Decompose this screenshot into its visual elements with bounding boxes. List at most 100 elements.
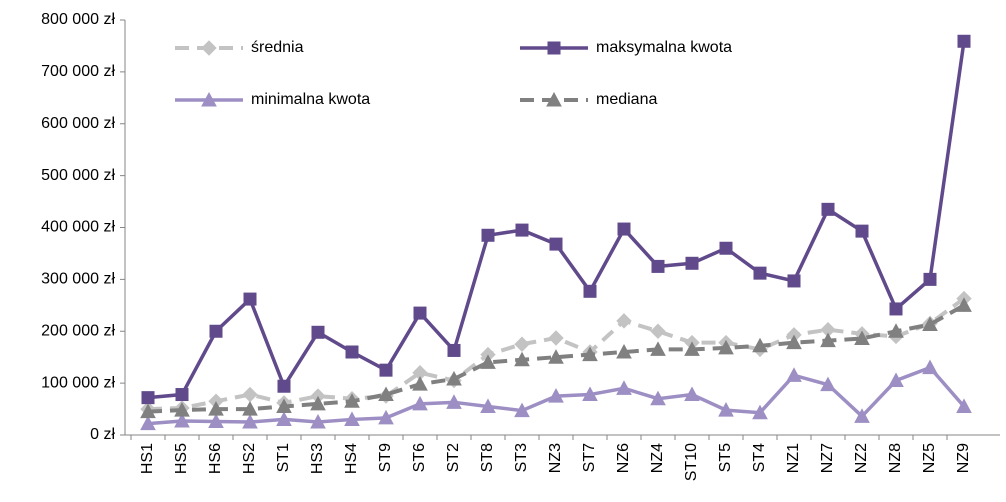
marker: [922, 316, 938, 332]
marker: [379, 363, 393, 377]
marker: [547, 41, 561, 55]
marker: [412, 395, 428, 411]
marker: [616, 380, 632, 395]
marker: [276, 411, 292, 426]
marker: [413, 306, 427, 320]
marker: [412, 376, 428, 391]
marker: [855, 224, 869, 238]
legend-label: maksymalna kwota: [596, 39, 732, 56]
marker: [546, 91, 562, 107]
marker: [718, 339, 734, 355]
marker: [345, 345, 359, 359]
marker: [719, 241, 733, 255]
x-tick-label: NZ6: [615, 443, 632, 473]
x-tick-label: ST2: [445, 443, 462, 472]
marker: [650, 341, 666, 356]
marker: [514, 336, 530, 352]
marker: [583, 284, 597, 298]
marker: [310, 413, 326, 429]
marker: [820, 332, 836, 348]
x-tick-label: NZ3: [547, 443, 564, 473]
marker: [174, 402, 190, 417]
marker: [378, 386, 394, 402]
marker: [956, 398, 972, 413]
y-tick-label: 700 000 zł: [41, 63, 115, 80]
x-tick-label: HS3: [309, 443, 326, 474]
marker: [480, 398, 496, 413]
marker: [549, 237, 563, 251]
x-tick-label: ST8: [479, 443, 496, 472]
marker: [821, 202, 835, 216]
x-tick-label: ST4: [751, 443, 768, 472]
legend-label: mediana: [596, 91, 657, 108]
marker: [616, 343, 632, 359]
x-tick-label: NZ4: [649, 443, 666, 473]
marker: [548, 330, 564, 346]
marker: [243, 292, 257, 306]
x-tick-label: NZ5: [921, 443, 938, 473]
marker: [446, 394, 462, 409]
y-tick-label: 100 000 zł: [41, 374, 115, 391]
marker: [447, 343, 461, 357]
marker: [310, 395, 326, 411]
x-tick-label: NZ9: [955, 443, 972, 473]
legend-label: średnia: [251, 39, 304, 56]
marker: [201, 91, 217, 107]
marker: [174, 412, 190, 428]
marker: [514, 351, 530, 367]
x-tick-label: HS2: [241, 443, 258, 474]
marker: [684, 386, 700, 402]
x-tick-label: ST1: [275, 443, 292, 472]
marker: [344, 411, 360, 426]
x-tick-label: NZ1: [785, 443, 802, 473]
marker: [923, 272, 937, 286]
marker: [888, 323, 904, 338]
marker: [209, 324, 223, 338]
marker: [753, 266, 767, 280]
x-tick-label: HS4: [343, 443, 360, 474]
marker: [956, 297, 972, 312]
marker: [548, 388, 564, 403]
marker: [481, 228, 495, 242]
x-tick-label: ST5: [717, 443, 734, 472]
marker: [854, 330, 870, 346]
marker: [582, 346, 598, 362]
marker: [480, 354, 496, 369]
marker: [616, 313, 632, 329]
marker: [378, 409, 394, 425]
marker: [650, 323, 666, 339]
marker: [820, 376, 836, 392]
marker: [344, 393, 360, 408]
x-tick-label: NZ8: [887, 443, 904, 473]
marker: [140, 415, 156, 431]
marker: [651, 259, 665, 273]
y-tick-label: 800 000 zł: [41, 11, 115, 28]
marker: [242, 386, 258, 403]
marker: [752, 404, 768, 420]
marker: [888, 372, 904, 388]
marker: [141, 391, 155, 405]
marker: [514, 402, 530, 418]
marker: [718, 402, 734, 417]
x-tick-label: ST6: [411, 443, 428, 472]
x-tick-label: NZ2: [853, 443, 870, 473]
marker: [786, 367, 802, 382]
marker: [617, 222, 631, 236]
x-tick-label: ST3: [513, 443, 530, 472]
x-tick-label: HS6: [207, 443, 224, 474]
marker: [854, 408, 870, 423]
marker: [685, 256, 699, 270]
marker: [786, 334, 802, 350]
marker: [311, 325, 325, 339]
marker: [548, 349, 564, 364]
marker: [208, 401, 224, 416]
marker: [242, 401, 258, 416]
marker: [276, 398, 292, 413]
y-tick-label: 400 000 zł: [41, 219, 115, 236]
marker: [650, 390, 666, 406]
y-tick-label: 300 000 zł: [41, 271, 115, 288]
marker: [515, 223, 529, 237]
x-tick-label: NZ7: [819, 443, 836, 473]
